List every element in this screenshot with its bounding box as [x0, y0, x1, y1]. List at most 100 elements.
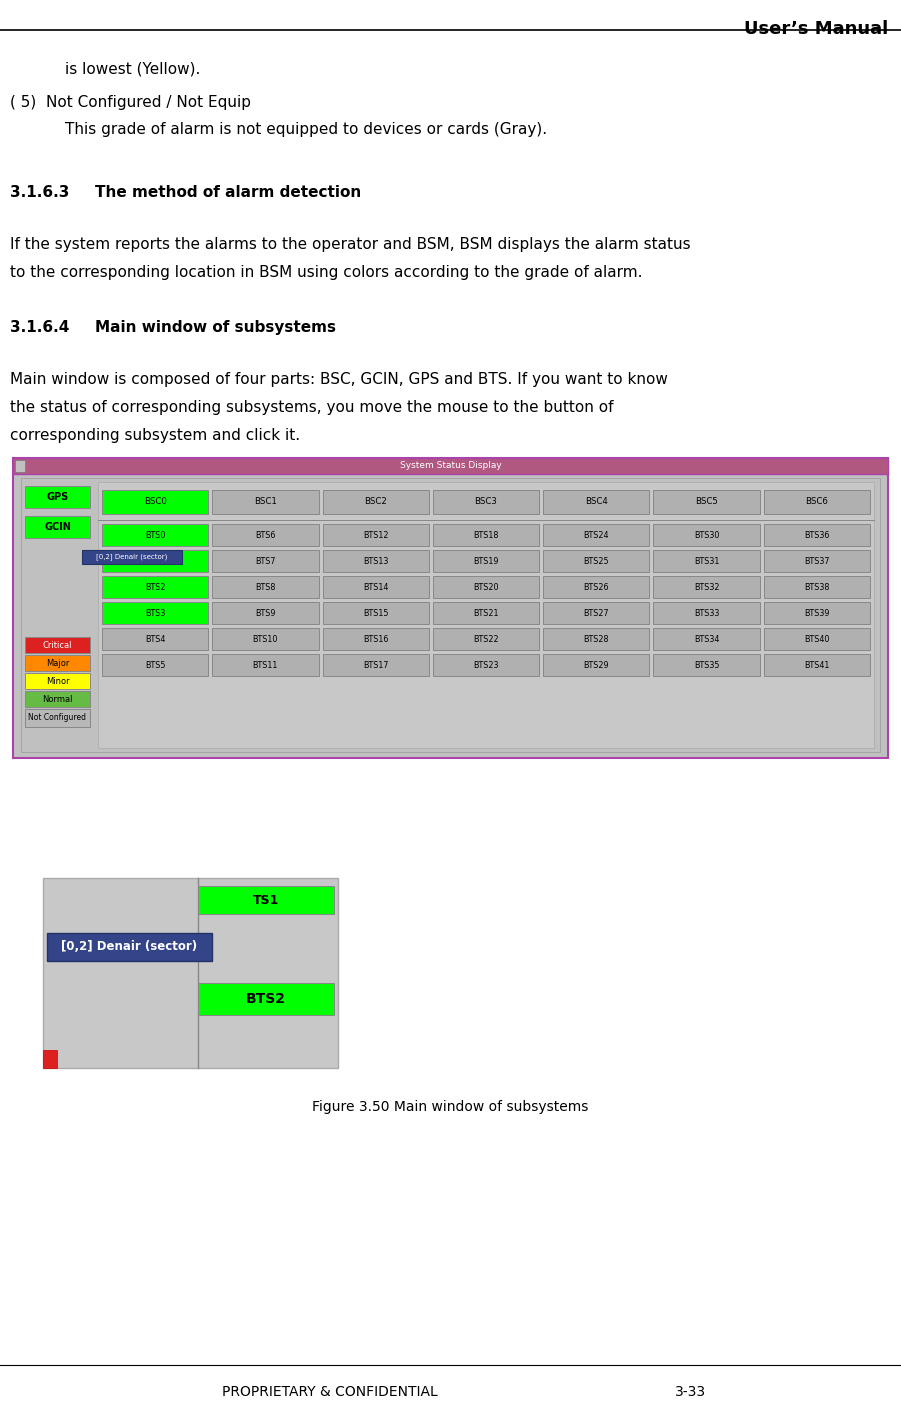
Text: Main window of subsystems: Main window of subsystems	[95, 319, 336, 335]
Text: BTS3: BTS3	[145, 608, 165, 618]
Text: BTS41: BTS41	[805, 660, 830, 670]
Bar	[543, 628, 650, 650]
Bar	[764, 490, 870, 514]
Bar	[543, 602, 650, 623]
Text: BTS17: BTS17	[363, 660, 388, 670]
Text: If the system reports the alarms to the operator and BSM, BSM displays the alarm: If the system reports the alarms to the …	[10, 236, 691, 252]
Bar	[25, 637, 90, 653]
Bar	[432, 575, 539, 598]
Bar	[543, 550, 650, 573]
Text: The method of alarm detection: The method of alarm detection	[95, 184, 361, 200]
Text: BTS34: BTS34	[694, 635, 719, 643]
Text: ( 5)  Not Configured / Not Equip: ( 5) Not Configured / Not Equip	[10, 96, 251, 110]
Bar	[102, 602, 208, 623]
Bar	[15, 460, 25, 471]
Text: BTS5: BTS5	[145, 660, 166, 670]
Bar	[764, 628, 870, 650]
Bar	[13, 459, 888, 474]
Text: BTS32: BTS32	[694, 582, 719, 591]
Text: BTS13: BTS13	[363, 557, 388, 566]
Text: BTS25: BTS25	[584, 557, 609, 566]
Text: to the corresponding location in BSM using colors according to the grade of alar: to the corresponding location in BSM usi…	[10, 265, 642, 280]
Text: BTS30: BTS30	[694, 530, 719, 539]
Text: BTS6: BTS6	[255, 530, 276, 539]
Bar	[653, 550, 760, 573]
Text: BTS38: BTS38	[805, 582, 830, 591]
Bar	[543, 490, 650, 514]
Text: corresponding subsystem and click it.: corresponding subsystem and click it.	[10, 428, 300, 443]
Text: BTS0: BTS0	[145, 530, 165, 539]
Bar	[25, 485, 90, 508]
Text: [0,2] Denair (sector): [0,2] Denair (sector)	[96, 553, 168, 560]
Text: GPS: GPS	[46, 492, 68, 502]
Bar	[102, 628, 208, 650]
Bar	[323, 602, 429, 623]
Text: BTS4: BTS4	[145, 635, 165, 643]
Text: BSC0: BSC0	[143, 498, 167, 507]
Text: BTS15: BTS15	[363, 608, 388, 618]
Bar	[213, 523, 319, 546]
Bar	[213, 654, 319, 675]
Text: BTS10: BTS10	[253, 635, 278, 643]
Bar	[653, 523, 760, 546]
Bar	[653, 575, 760, 598]
Text: Main window is composed of four parts: BSC, GCIN, GPS and BTS. If you want to kn: Main window is composed of four parts: B…	[10, 371, 668, 387]
Text: GCIN: GCIN	[44, 522, 71, 532]
Bar	[764, 602, 870, 623]
Bar	[198, 886, 334, 915]
Bar	[21, 478, 880, 751]
Bar	[432, 550, 539, 573]
Bar	[102, 575, 208, 598]
Text: BTS8: BTS8	[255, 582, 276, 591]
Bar	[653, 490, 760, 514]
Text: BTS24: BTS24	[584, 530, 609, 539]
Text: BTS23: BTS23	[473, 660, 499, 670]
Text: Major: Major	[46, 658, 69, 667]
Text: 3.1.6.4: 3.1.6.4	[10, 319, 69, 335]
Text: Critical: Critical	[42, 640, 72, 650]
Text: BTS29: BTS29	[584, 660, 609, 670]
Text: BTS31: BTS31	[694, 557, 719, 566]
Bar	[25, 709, 90, 727]
Text: Figure 3.50 Main window of subsystems: Figure 3.50 Main window of subsystems	[312, 1100, 588, 1114]
Text: [0,2] Denair (sector): [0,2] Denair (sector)	[61, 940, 197, 954]
Bar	[98, 483, 874, 749]
Bar	[432, 654, 539, 675]
Bar	[653, 602, 760, 623]
Bar	[213, 550, 319, 573]
Bar	[213, 628, 319, 650]
Bar	[13, 459, 888, 758]
Bar	[543, 654, 650, 675]
Bar	[25, 516, 90, 537]
Bar	[543, 575, 650, 598]
Bar	[323, 575, 429, 598]
Text: PROPRIETARY & CONFIDENTIAL: PROPRIETARY & CONFIDENTIAL	[223, 1384, 438, 1399]
Bar	[543, 523, 650, 546]
Text: This grade of alarm is not equipped to devices or cards (Gray).: This grade of alarm is not equipped to d…	[65, 122, 547, 136]
Text: BTS2: BTS2	[246, 992, 286, 1006]
Text: BTS16: BTS16	[363, 635, 388, 643]
Text: 3-33: 3-33	[675, 1384, 705, 1399]
Bar	[43, 1050, 57, 1068]
Text: Normal: Normal	[42, 695, 73, 704]
Text: BTS9: BTS9	[255, 608, 276, 618]
Text: BTS7: BTS7	[255, 557, 276, 566]
Bar	[432, 523, 539, 546]
Text: BTS21: BTS21	[473, 608, 499, 618]
Text: BTS28: BTS28	[584, 635, 609, 643]
Text: BTS18: BTS18	[473, 530, 498, 539]
Text: Minor: Minor	[46, 677, 69, 685]
Text: BTS37: BTS37	[804, 557, 830, 566]
Text: BTS27: BTS27	[584, 608, 609, 618]
Text: BTS35: BTS35	[694, 660, 719, 670]
Bar	[82, 550, 182, 564]
Bar	[323, 550, 429, 573]
Text: Not Configured: Not Configured	[29, 713, 86, 723]
Text: System Status Display: System Status Display	[400, 461, 501, 470]
Text: BTS33: BTS33	[694, 608, 719, 618]
Text: BSC1: BSC1	[254, 498, 277, 507]
Bar	[102, 550, 208, 573]
Text: BTS11: BTS11	[253, 660, 278, 670]
Text: BTS2: BTS2	[145, 582, 166, 591]
Bar	[25, 656, 90, 671]
